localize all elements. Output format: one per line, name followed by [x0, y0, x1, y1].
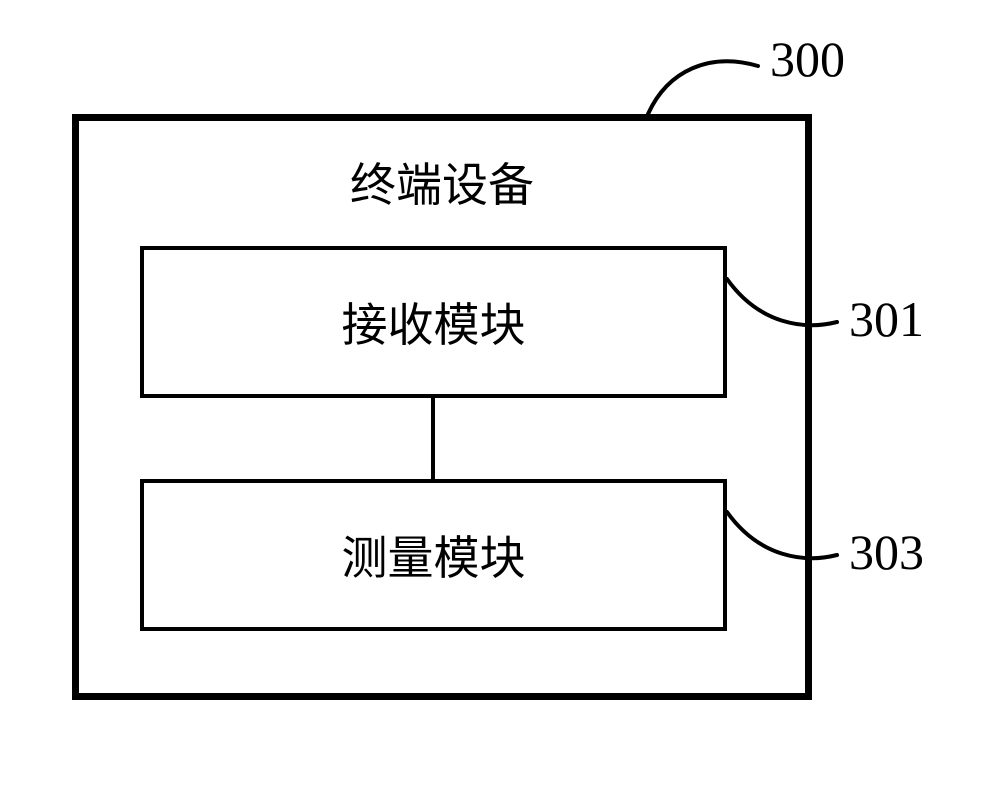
- connector-line: [431, 398, 435, 479]
- callout-ref-outer: 300: [770, 30, 845, 88]
- module-box: 测量模块: [140, 479, 727, 631]
- outer-title: 终端设备: [72, 149, 812, 215]
- callout-ref-m2: 303: [849, 523, 924, 581]
- module-label: 接收模块: [342, 289, 526, 355]
- module-label: 测量模块: [342, 522, 526, 588]
- module-box: 接收模块: [140, 246, 727, 398]
- callout-ref-m1: 301: [849, 290, 924, 348]
